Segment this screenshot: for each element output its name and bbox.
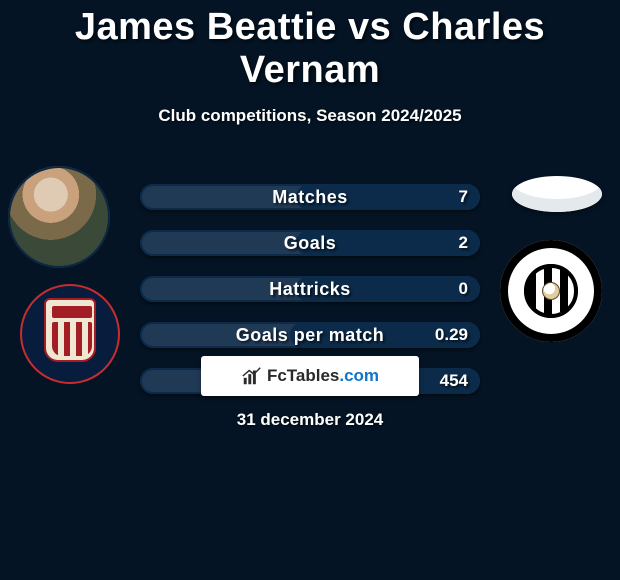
stat-bar: Matches 7 <box>140 184 480 210</box>
stat-bar-label: Hattricks <box>140 276 480 302</box>
stat-bar: Goals 2 <box>140 230 480 256</box>
stat-bar-value: 0 <box>459 276 468 302</box>
attribution-box: FcTables.com <box>201 356 419 396</box>
stat-bar-value: 7 <box>459 184 468 210</box>
brand-tables: Tables <box>287 366 340 385</box>
brand-dotcom: .com <box>339 366 379 385</box>
page-title: James Beattie vs Charles Vernam <box>0 0 620 92</box>
club-left-crest <box>20 284 120 384</box>
page-subtitle: Club competitions, Season 2024/2025 <box>0 106 620 126</box>
stat-bar-value: 454 <box>440 368 468 394</box>
player-right-avatar <box>512 176 602 212</box>
stat-bar: Hattricks 0 <box>140 276 480 302</box>
stat-bar-label: Matches <box>140 184 480 210</box>
club-left-crest-shield <box>44 298 96 362</box>
stat-bar-value: 2 <box>459 230 468 256</box>
club-right-crest <box>500 240 602 342</box>
player-left-avatar <box>8 166 110 268</box>
date-text: 31 december 2024 <box>0 410 620 430</box>
brand-text: FcTables.com <box>267 366 379 386</box>
stat-bar-value: 0.29 <box>435 322 468 348</box>
club-right-crest-ball <box>542 282 560 300</box>
stat-bar: Goals per match 0.29 <box>140 322 480 348</box>
brand-fc: Fc <box>267 366 287 385</box>
bar-chart-icon <box>241 365 263 387</box>
stat-bar-label: Goals <box>140 230 480 256</box>
stat-bar-label: Goals per match <box>140 322 480 348</box>
